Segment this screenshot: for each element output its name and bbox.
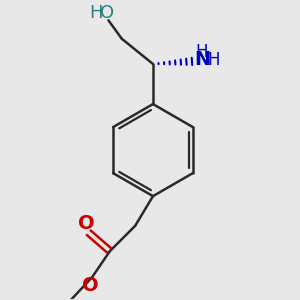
Text: O: O bbox=[82, 276, 99, 295]
Text: H: H bbox=[208, 50, 220, 68]
Text: O: O bbox=[100, 4, 114, 22]
Text: H: H bbox=[196, 43, 208, 61]
Text: N: N bbox=[194, 50, 210, 69]
Text: O: O bbox=[77, 214, 94, 233]
Text: H: H bbox=[89, 4, 103, 22]
